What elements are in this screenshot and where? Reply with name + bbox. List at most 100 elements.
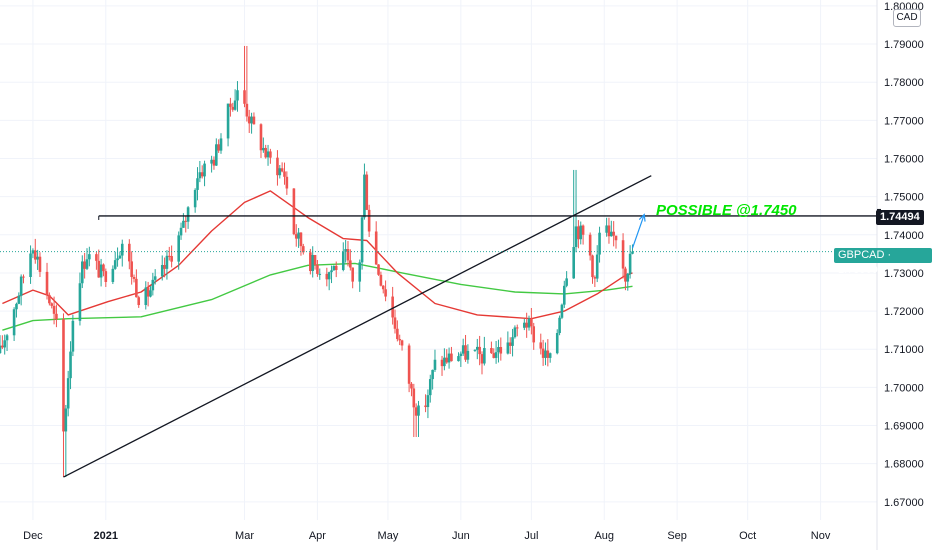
- currency-badge[interactable]: CAD: [893, 9, 921, 27]
- candle: [3, 334, 7, 355]
- candle-body: [565, 278, 568, 286]
- candle: [532, 322, 536, 350]
- candle-body: [247, 116, 251, 124]
- candle: [217, 139, 220, 153]
- candle-body: [0, 345, 2, 354]
- candle: [374, 221, 378, 265]
- candle: [88, 246, 91, 267]
- candle: [118, 251, 122, 260]
- candle: [200, 165, 204, 179]
- candle: [428, 374, 432, 403]
- candle: [475, 338, 479, 360]
- candle-body: [325, 273, 329, 280]
- candle-body: [511, 337, 514, 346]
- candle-body: [358, 262, 362, 282]
- candle-body: [137, 297, 141, 306]
- candle: [492, 348, 496, 359]
- candle-body: [97, 260, 101, 278]
- candle-body: [527, 318, 531, 328]
- candle-body: [182, 220, 185, 228]
- candle: [269, 148, 272, 164]
- time-tick-label: May: [378, 530, 399, 542]
- candle-body: [196, 178, 199, 190]
- candle: [193, 188, 197, 213]
- candle: [398, 334, 402, 346]
- price-tick-label: 1.75000: [884, 192, 924, 204]
- candle-body: [280, 168, 284, 172]
- candle: [294, 224, 298, 247]
- candle: [160, 255, 164, 281]
- candle: [506, 331, 510, 355]
- candle-body: [346, 249, 350, 261]
- candle: [259, 123, 263, 158]
- candle: [132, 274, 136, 283]
- candle: [466, 344, 470, 364]
- candle: [574, 169, 578, 253]
- candle: [99, 258, 103, 287]
- candle-body: [36, 256, 39, 260]
- candle: [292, 188, 296, 236]
- candle-body: [245, 103, 249, 117]
- candle-body: [330, 270, 333, 273]
- candle-body: [447, 353, 451, 363]
- candle-body: [144, 287, 148, 306]
- candle-body: [252, 116, 256, 125]
- price-tick-label: 1.67000: [884, 497, 924, 509]
- candle: [410, 382, 413, 397]
- candle: [198, 160, 202, 183]
- price-tick-label: 1.78000: [884, 77, 924, 89]
- candle: [31, 248, 35, 259]
- candle: [588, 232, 592, 261]
- candle-body: [167, 255, 171, 257]
- candle-body: [153, 276, 157, 280]
- candle-body: [598, 232, 601, 255]
- candle-body: [250, 116, 253, 124]
- candle-body: [480, 354, 484, 364]
- candle: [461, 338, 465, 356]
- candle-body: [591, 255, 594, 278]
- candle: [247, 109, 251, 133]
- candle-body: [532, 326, 536, 343]
- candle-body: [464, 345, 467, 360]
- candle-body: [118, 255, 122, 259]
- candle-body: [62, 319, 65, 432]
- candle: [266, 144, 270, 166]
- candle-body: [544, 350, 547, 358]
- candle: [379, 271, 383, 287]
- candle-body: [626, 273, 630, 282]
- candle-body: [492, 353, 496, 358]
- candle: [607, 217, 611, 244]
- candle-body: [111, 268, 115, 282]
- candle: [120, 239, 124, 267]
- candle-body: [562, 285, 566, 305]
- candle: [36, 249, 39, 270]
- candle: [513, 325, 517, 339]
- candle-body: [210, 159, 213, 164]
- candle-body: [381, 285, 385, 290]
- candle-body: [269, 151, 272, 158]
- candle: [170, 245, 173, 268]
- candle-body: [612, 231, 615, 236]
- candle-body: [80, 261, 84, 284]
- price-tick-label: 1.69000: [884, 421, 924, 433]
- candle: [539, 333, 543, 355]
- candle-body: [78, 283, 82, 321]
- candle-body: [283, 171, 286, 177]
- candle: [548, 352, 552, 363]
- candle-body: [461, 345, 465, 354]
- candle: [473, 349, 477, 352]
- candle: [111, 265, 115, 285]
- candle-body: [494, 352, 498, 358]
- candle: [17, 292, 21, 305]
- candle-body: [55, 313, 58, 320]
- candle: [396, 320, 399, 342]
- candle-body: [313, 254, 317, 265]
- candle: [499, 337, 503, 361]
- candle: [391, 286, 394, 325]
- candle-body: [309, 252, 312, 272]
- candle-body: [546, 350, 550, 358]
- candle-body: [414, 407, 418, 416]
- candle: [480, 351, 484, 375]
- candle: [450, 346, 453, 362]
